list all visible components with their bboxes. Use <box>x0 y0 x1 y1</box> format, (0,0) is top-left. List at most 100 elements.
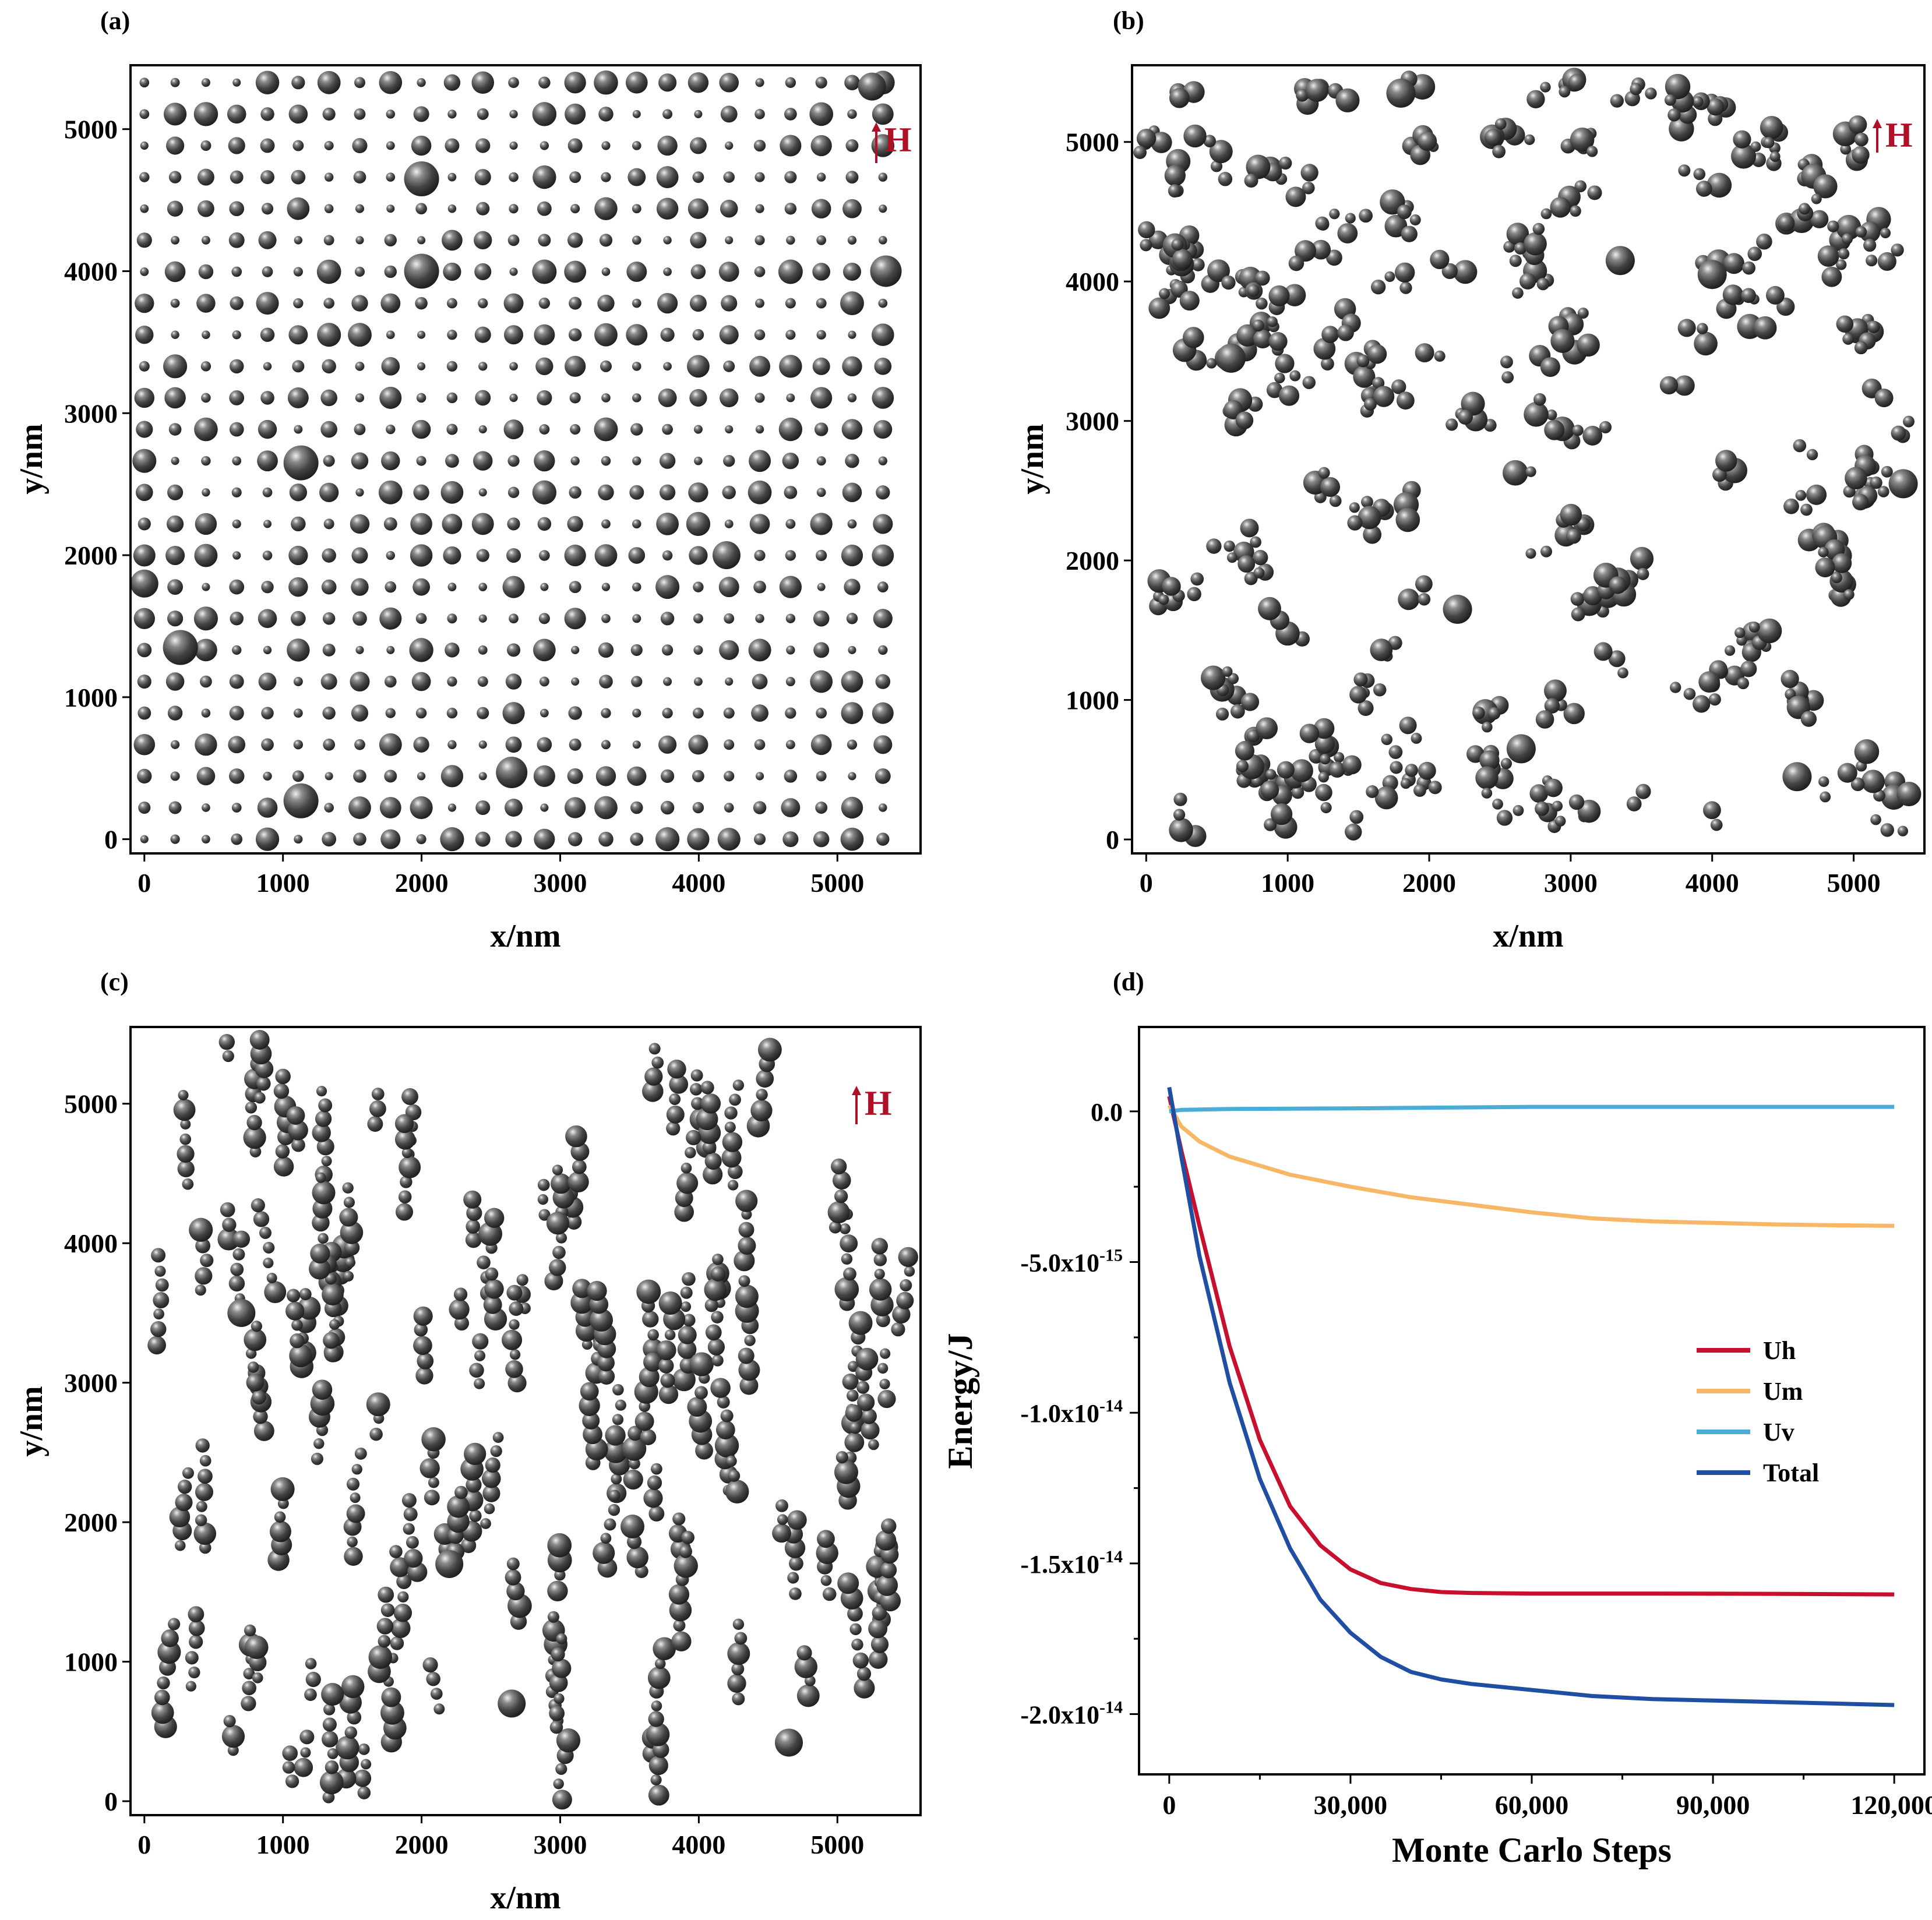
particle <box>879 204 887 213</box>
particle <box>601 613 611 623</box>
particle <box>892 1305 911 1324</box>
particle <box>220 1202 235 1217</box>
particle <box>413 484 429 500</box>
particle <box>642 1311 659 1328</box>
particle <box>547 1533 572 1558</box>
particle <box>1240 518 1259 538</box>
particle <box>1544 679 1567 703</box>
particle <box>1693 168 1706 181</box>
particle <box>1715 450 1737 472</box>
particle <box>1230 704 1245 719</box>
particle <box>832 1171 851 1190</box>
y-tick-exponent: -15 <box>1099 1246 1123 1265</box>
particle <box>533 765 555 787</box>
particle <box>1694 331 1718 356</box>
particle <box>509 141 518 150</box>
particle <box>813 642 830 658</box>
particle <box>658 1384 679 1404</box>
particle <box>1845 467 1867 490</box>
y-tick-mantissa: -1.5x10 <box>1020 1550 1099 1579</box>
panel-b-frame <box>1131 64 1926 855</box>
particle <box>378 1635 391 1648</box>
x-tick-label: 30,000 <box>1314 1790 1388 1820</box>
particle <box>835 1451 848 1464</box>
particle <box>195 1514 207 1526</box>
particle <box>629 485 644 500</box>
particle <box>755 109 765 119</box>
particle <box>874 1268 885 1280</box>
particle <box>700 1093 721 1114</box>
particle <box>386 330 395 340</box>
particle <box>554 1569 566 1581</box>
y-tick-label: 4000 <box>1066 267 1119 297</box>
particle <box>165 546 185 566</box>
particle <box>1659 376 1679 395</box>
panel-a-particles <box>130 70 902 852</box>
particle <box>725 1480 749 1503</box>
particle <box>837 1572 859 1594</box>
particle <box>283 783 319 818</box>
particle <box>294 1757 313 1777</box>
particle <box>509 613 519 624</box>
particle <box>168 1618 181 1630</box>
particle <box>630 801 643 814</box>
particle <box>413 736 429 753</box>
particle <box>721 295 738 312</box>
particle <box>718 577 739 598</box>
particle <box>753 580 766 594</box>
series-line-uv <box>1169 1104 1895 1114</box>
particle <box>715 1420 735 1439</box>
particle <box>682 1272 696 1286</box>
particle <box>256 1076 271 1091</box>
particle <box>139 361 150 372</box>
particle <box>478 772 487 781</box>
particle <box>727 1642 750 1665</box>
particle <box>133 733 156 756</box>
particle <box>282 1745 298 1762</box>
particle <box>321 1683 344 1706</box>
particle <box>446 392 458 404</box>
particle <box>291 76 305 90</box>
particle <box>327 1748 339 1759</box>
particle <box>229 768 245 784</box>
particle <box>1305 79 1329 102</box>
particle <box>873 735 893 754</box>
particle <box>1415 343 1434 363</box>
particle <box>1806 484 1827 505</box>
particle <box>232 330 241 340</box>
particle <box>1268 332 1288 351</box>
particle <box>287 638 310 662</box>
particle <box>325 772 333 781</box>
particle <box>1750 141 1761 152</box>
particle <box>263 362 272 371</box>
particle <box>1731 143 1757 169</box>
particle <box>755 393 765 403</box>
x-tick-label: 1000 <box>1261 868 1314 898</box>
particle <box>878 803 887 812</box>
particle <box>474 326 491 343</box>
particle <box>817 1530 835 1548</box>
particle <box>567 1171 589 1193</box>
particle <box>594 417 618 442</box>
particle <box>180 1118 191 1130</box>
particle <box>1568 794 1585 810</box>
particle <box>682 1314 696 1327</box>
particle <box>507 234 520 246</box>
particle <box>251 1321 262 1332</box>
particle <box>869 1650 888 1669</box>
particle <box>421 1427 446 1452</box>
particle <box>549 1705 565 1721</box>
particle <box>658 73 677 92</box>
particle <box>567 232 583 248</box>
particle <box>399 1156 421 1178</box>
particle <box>166 515 184 533</box>
particle <box>1254 270 1270 286</box>
particle <box>597 294 615 312</box>
particle <box>230 612 244 626</box>
particle <box>478 583 488 591</box>
particle <box>509 1349 521 1360</box>
particle <box>876 1313 890 1328</box>
particle <box>264 1281 287 1304</box>
particle <box>532 259 557 284</box>
particle <box>1274 372 1285 384</box>
